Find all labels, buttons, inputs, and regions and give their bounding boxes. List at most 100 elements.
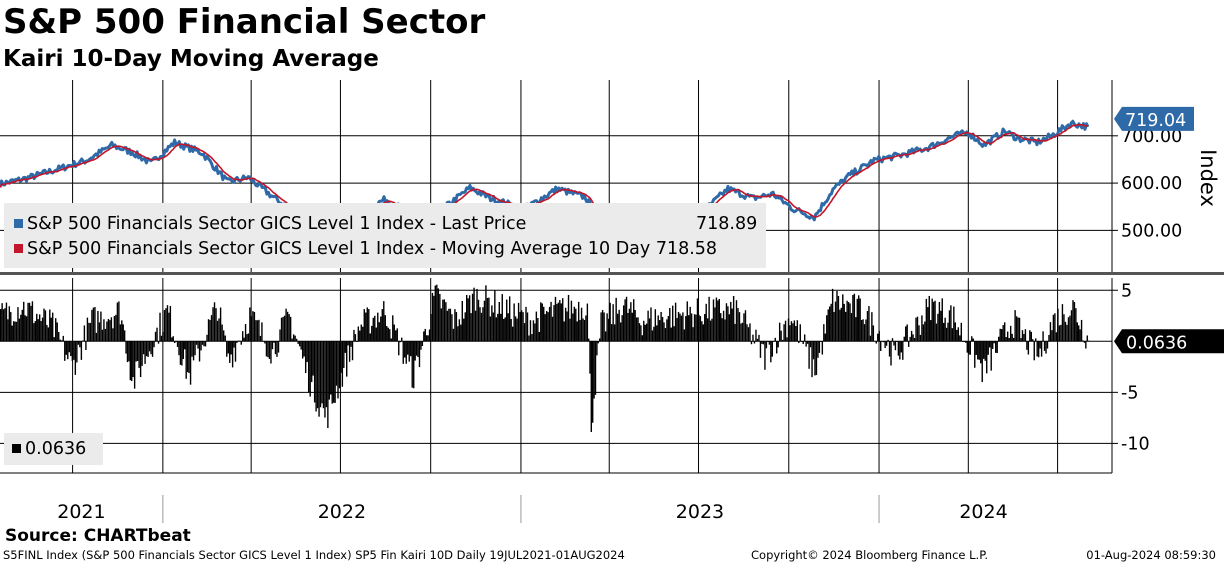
kairi-bar: [771, 341, 774, 357]
kairi-bar: [630, 302, 632, 342]
kairi-bar: [182, 341, 185, 360]
kairi-bar: [753, 341, 756, 344]
kairi-bar: [896, 341, 898, 342]
kairi-bar: [1015, 316, 1018, 342]
kairi-bar: [974, 341, 976, 368]
kairi-bar: [1012, 337, 1015, 342]
kairi-bar: [660, 311, 662, 342]
kairi-bar: [823, 324, 825, 342]
kairi-bar: [795, 325, 797, 342]
kairi-bar: [928, 295, 930, 342]
kairi-bar: [981, 341, 983, 383]
kairi-bar: [570, 300, 573, 342]
kairi-bar: [850, 313, 853, 342]
kairi-bar: [698, 314, 700, 342]
kairi-bar: [58, 332, 60, 342]
kairi-bar: [410, 341, 412, 357]
kairi-bar: [847, 302, 850, 342]
kairi-bar: [667, 316, 670, 342]
kairi-bar: [1023, 333, 1025, 342]
kairi-bar: [437, 288, 440, 342]
kairi-bar: [380, 316, 382, 342]
kairi-bar: [1035, 338, 1037, 342]
kairi-bar: [424, 328, 426, 342]
kairi-bar: [837, 295, 840, 342]
kairi-bar: [332, 341, 335, 403]
kairi-bar: [969, 341, 971, 355]
kairi-bar: [640, 325, 642, 342]
kairi-bar: [501, 294, 503, 342]
kairi-bar: [1048, 334, 1050, 342]
kairi-bar: [718, 298, 720, 342]
legend-entry-kairi: 0.0636: [12, 438, 86, 460]
kairi-bar: [103, 319, 105, 342]
kairi-bar: [289, 316, 292, 342]
kairi-bar: [843, 303, 845, 342]
kairi-bar: [1060, 324, 1062, 342]
kairi-bar: [436, 284, 438, 342]
kairi-bar: [119, 324, 122, 342]
kairi-bar: [638, 323, 641, 342]
kairi-bar: [473, 287, 475, 342]
kairi-bar: [882, 341, 885, 343]
kairi-bar: [176, 341, 179, 347]
kairi-bar: [824, 333, 826, 342]
kairi-bar: [88, 322, 90, 342]
kairi-bar: [579, 319, 581, 342]
kairi-bar: [607, 318, 610, 342]
legend-swatch-last-price: [14, 219, 23, 228]
kairi-bar: [831, 288, 834, 342]
kairi-bar: [1, 303, 3, 342]
kairi-bar: [747, 327, 750, 342]
kairi-bar: [221, 324, 223, 342]
kairi-bar: [141, 341, 143, 366]
kairi-bar: [350, 341, 352, 347]
kairi-bar: [529, 320, 532, 342]
kairi-bar: [256, 320, 259, 342]
kairi-bar: [526, 312, 529, 342]
kairi-bar: [1003, 322, 1006, 342]
kairi-bar: [1072, 300, 1074, 342]
kairi-bar: [513, 303, 515, 342]
kairi-bar: [833, 311, 835, 342]
kairi-bar: [844, 311, 847, 342]
kairi-bar: [894, 341, 897, 351]
kairi-bar: [209, 320, 211, 342]
kairi-bar: [53, 337, 55, 342]
kairi-bar: [230, 341, 232, 355]
kairi-bar: [337, 341, 339, 399]
kairi-bar: [1029, 330, 1031, 342]
kairi-bar: [628, 308, 631, 342]
kairi-bar: [479, 307, 481, 342]
kairi-bar: [166, 305, 169, 342]
kairi-bar: [875, 341, 877, 344]
kairi-bar: [812, 341, 815, 360]
kairi-bar: [663, 322, 665, 342]
kairi-bar: [619, 322, 622, 342]
kairi-bar: [765, 341, 768, 349]
kairi-bar: [282, 316, 284, 342]
kairi-bar: [683, 329, 686, 342]
kairi-bar: [354, 334, 357, 342]
kairi-bar: [1058, 325, 1061, 342]
kairi-bar: [4, 308, 6, 342]
kairi-bar: [506, 299, 508, 342]
kairi-bar: [492, 312, 495, 342]
kairi-bar: [428, 329, 431, 342]
kairi-bar: [802, 341, 804, 344]
kairi-bar: [948, 310, 951, 342]
kairi-bar: [580, 307, 583, 342]
kairi-bar: [464, 312, 466, 342]
kairi-bar: [192, 341, 195, 361]
kairi-bar: [777, 341, 779, 348]
kairi-bar: [80, 341, 83, 360]
kairi-bar: [319, 341, 322, 408]
kairi-bar: [448, 308, 450, 342]
kairi-bar: [64, 341, 66, 361]
kairi-bar: [899, 341, 901, 360]
kairi-bar: [940, 310, 942, 342]
kairi-bar: [784, 320, 787, 342]
kairi-bar: [762, 341, 765, 345]
kairi-bar: [704, 314, 706, 342]
kairi-bar: [121, 320, 123, 342]
